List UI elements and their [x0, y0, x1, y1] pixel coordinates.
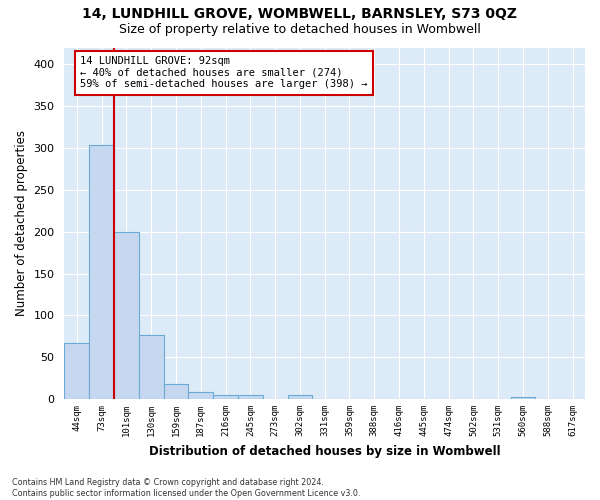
X-axis label: Distribution of detached houses by size in Wombwell: Distribution of detached houses by size …: [149, 444, 500, 458]
Y-axis label: Number of detached properties: Number of detached properties: [15, 130, 28, 316]
Text: Size of property relative to detached houses in Wombwell: Size of property relative to detached ho…: [119, 22, 481, 36]
Text: 14, LUNDHILL GROVE, WOMBWELL, BARNSLEY, S73 0QZ: 14, LUNDHILL GROVE, WOMBWELL, BARNSLEY, …: [83, 8, 517, 22]
Text: Contains HM Land Registry data © Crown copyright and database right 2024.
Contai: Contains HM Land Registry data © Crown c…: [12, 478, 361, 498]
Bar: [213, 395, 238, 399]
Bar: [114, 232, 139, 399]
Bar: [287, 395, 313, 399]
Text: 14 LUNDHILL GROVE: 92sqm
← 40% of detached houses are smaller (274)
59% of semi-: 14 LUNDHILL GROVE: 92sqm ← 40% of detach…: [80, 56, 368, 90]
Bar: [164, 384, 188, 399]
Bar: [64, 343, 89, 399]
Bar: [511, 396, 535, 399]
Bar: [188, 392, 213, 399]
Bar: [89, 146, 114, 399]
Bar: [139, 334, 164, 399]
Bar: [238, 395, 263, 399]
